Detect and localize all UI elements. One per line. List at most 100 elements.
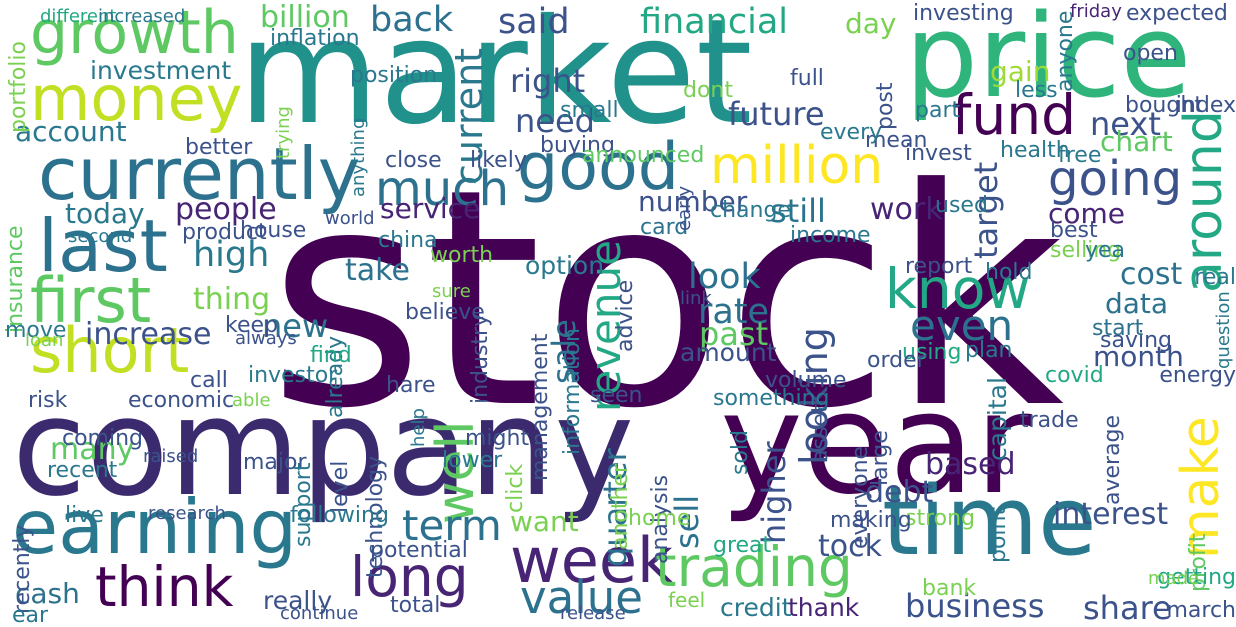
word-everyone: everyone <box>848 446 873 550</box>
word-using: using <box>902 340 962 365</box>
word-short: short <box>30 314 190 387</box>
word-buying: buying <box>540 133 615 158</box>
word-data: data <box>1105 287 1169 320</box>
word-dont: dont <box>683 78 733 103</box>
word-march: march <box>1166 598 1236 623</box>
word-plan: plan <box>965 338 1013 363</box>
word-good: good <box>517 130 680 205</box>
word-index: index <box>1175 93 1236 118</box>
word-second: second <box>68 226 133 247</box>
word-people: people <box>175 192 277 227</box>
word-worth: worth <box>430 243 494 268</box>
word-said: said <box>498 2 570 42</box>
word-million: million <box>710 136 884 196</box>
word-cash: cash <box>15 577 80 610</box>
word-stock: stock <box>268 125 1065 474</box>
word-hare: hare <box>386 373 436 398</box>
word-first: first <box>30 264 152 337</box>
word-close: close <box>385 148 442 173</box>
word-coming: coming <box>62 426 144 451</box>
word-last: last <box>38 204 168 288</box>
word-long: long <box>350 545 469 609</box>
word-future: future <box>728 95 825 133</box>
word-question: question <box>1213 291 1234 370</box>
word-fund: fund <box>952 83 1076 147</box>
word-increased: increased <box>98 6 186 27</box>
word-number: number <box>638 185 748 218</box>
word-new: new <box>262 307 329 345</box>
word-anything: anything <box>348 117 369 198</box>
word-point: point <box>986 507 1011 564</box>
word-money: money <box>30 62 243 135</box>
word-time: time <box>882 467 1097 577</box>
word-cost: cost <box>1120 257 1183 292</box>
word-thing: thing <box>193 282 271 317</box>
word-think: think <box>95 555 234 619</box>
word-large: large <box>868 430 893 487</box>
word-making: making <box>830 508 912 533</box>
word-made: made <box>1148 568 1200 589</box>
word-value: value <box>520 571 643 624</box>
word-take: take <box>345 253 410 288</box>
word-sure: sure <box>432 281 471 302</box>
word-investing: investing <box>913 1 1014 26</box>
word-increase: increase <box>85 317 212 352</box>
word-chart: chart <box>1100 125 1173 158</box>
word-company: company <box>12 369 635 526</box>
word-option: option <box>525 251 605 280</box>
word-strong: strong <box>905 506 976 531</box>
word-right: right <box>510 62 586 100</box>
word-full: full <box>790 66 824 91</box>
word-high: high <box>193 235 270 275</box>
word-management: management <box>528 334 553 482</box>
word-economic: economic <box>128 388 235 413</box>
word-much: much <box>375 161 509 217</box>
word-find: find <box>310 343 352 368</box>
word-next: next <box>1090 105 1161 143</box>
word-credit: credit <box>720 593 792 622</box>
word-selling: selling <box>1050 238 1122 263</box>
word-click: click <box>503 464 528 514</box>
word-saving: saving <box>1100 328 1172 353</box>
word-expected: expected <box>1126 1 1228 26</box>
word-start: start <box>1092 316 1144 341</box>
word-price: price <box>905 0 1192 124</box>
word-better: better <box>185 135 253 160</box>
word-investment: investment <box>90 56 232 85</box>
word-growth: growth <box>30 0 239 68</box>
word-following: following <box>290 503 389 528</box>
word-income: income <box>790 223 871 248</box>
word-bought: bought <box>1125 93 1203 118</box>
word-product: product <box>182 220 267 245</box>
word-energy: energy <box>1159 363 1236 388</box>
word-back: back <box>370 0 454 40</box>
word-industry: industry <box>468 313 493 405</box>
word-major: major <box>243 450 307 475</box>
word-sold: sold <box>728 429 753 475</box>
word-inflation: inflation <box>270 26 360 51</box>
word-lower: lower <box>442 448 503 473</box>
word-know: know <box>885 257 1031 321</box>
word-world: world <box>325 208 375 229</box>
word-part: part <box>915 98 961 123</box>
word-feel: feel <box>668 588 706 612</box>
word-loan: loan <box>25 330 64 351</box>
word-financial: financial <box>640 2 788 42</box>
word-seen: seen <box>590 383 643 408</box>
word-link: link <box>680 288 712 309</box>
word-able: able <box>232 390 271 411</box>
word-likely: likely <box>470 148 527 173</box>
word-call: call <box>190 368 228 393</box>
word-open: open <box>1123 41 1178 66</box>
word-business: business <box>905 587 1045 625</box>
word-home: home <box>628 506 691 531</box>
word-week: week <box>510 524 673 597</box>
word-anyone: anyone <box>1053 10 1078 92</box>
word-trying: trying <box>273 106 294 159</box>
word-bank: bank <box>922 576 977 601</box>
word-share: share <box>1083 589 1172 627</box>
word-yea: yea <box>1085 238 1126 263</box>
word-real: real <box>1194 265 1236 290</box>
word-invest: invest <box>905 141 972 166</box>
word-work: work <box>870 192 943 227</box>
